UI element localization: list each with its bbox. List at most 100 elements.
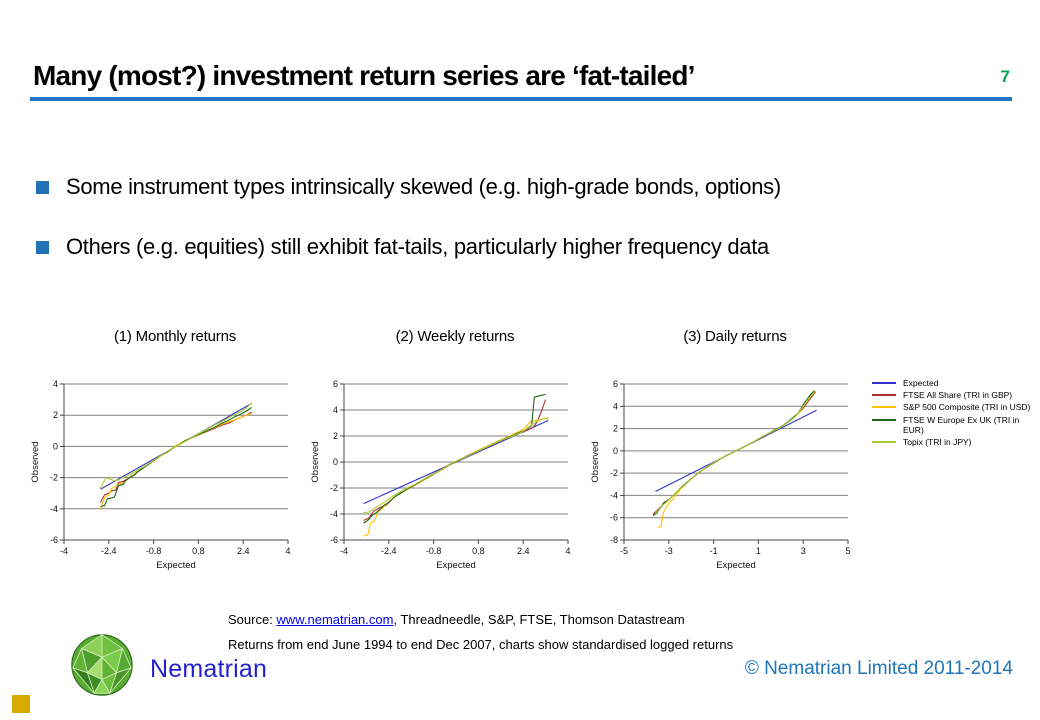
svg-text:2: 2 xyxy=(53,410,58,420)
page-number: 7 xyxy=(1000,67,1010,86)
svg-text:-2: -2 xyxy=(610,468,618,478)
svg-text:4: 4 xyxy=(285,546,290,556)
x-axis-label: Expected xyxy=(716,560,756,571)
svg-text:-3: -3 xyxy=(665,546,673,556)
tick-labels: 6 4 2 0 -2 -4 -6 -8-5 -3 -1 1 3 5 xyxy=(610,379,851,556)
svg-text:5: 5 xyxy=(845,546,850,556)
legend-swatch-icon xyxy=(872,394,896,397)
legend-item: Topix (TRI in JPY) xyxy=(872,437,1034,447)
legend-item: FTSE All Share (TRI in GBP) xyxy=(872,390,1034,400)
svg-text:-8: -8 xyxy=(610,535,618,545)
bullet-square-icon xyxy=(36,241,49,254)
svg-text:-6: -6 xyxy=(610,513,618,523)
svg-text:6: 6 xyxy=(333,379,338,389)
svg-text:0.8: 0.8 xyxy=(192,546,205,556)
source-note: Returns from end June 1994 to end Dec 20… xyxy=(228,637,734,652)
chart-title-monthly: (1) Monthly returns xyxy=(113,328,237,345)
bullet-list: Some instrument types intrinsically skew… xyxy=(36,174,1016,294)
chart-title-weekly: (2) Weekly returns xyxy=(395,328,515,345)
gridlines xyxy=(344,383,568,515)
series-line xyxy=(652,391,816,515)
svg-text:-1: -1 xyxy=(710,546,718,556)
source-suffix: , Threadneedle, S&P, FTSE, Thomson Datas… xyxy=(393,612,685,627)
svg-text:3: 3 xyxy=(801,546,806,556)
svg-text:-4: -4 xyxy=(330,509,338,519)
svg-text:4: 4 xyxy=(565,546,570,556)
bullet-item: Some instrument types intrinsically skew… xyxy=(36,174,1016,200)
svg-text:-6: -6 xyxy=(330,535,338,545)
series-line xyxy=(363,399,547,521)
copyright-text: © Nematrian Limited 2011-2014 xyxy=(744,658,1013,679)
svg-text:4: 4 xyxy=(53,379,58,389)
y-axis-label: Observed xyxy=(310,441,321,482)
gridlines xyxy=(624,383,848,519)
series-line xyxy=(99,413,252,509)
svg-text:0.8: 0.8 xyxy=(472,546,485,556)
corner-square-decoration xyxy=(12,695,30,713)
svg-text:-2.4: -2.4 xyxy=(381,546,397,556)
axes xyxy=(623,384,848,541)
series-line xyxy=(363,393,546,524)
x-axis-label: Expected xyxy=(156,560,196,571)
legend-swatch-icon xyxy=(872,418,896,421)
svg-text:6: 6 xyxy=(613,379,618,389)
series-line xyxy=(657,390,816,529)
series-line xyxy=(652,390,815,516)
svg-text:-0.8: -0.8 xyxy=(146,546,162,556)
tick-marks xyxy=(620,383,849,544)
legend-label: S&P 500 Composite (TRI in USD) xyxy=(903,402,1031,413)
source-text: Source: www.nematrian.com, Threadneedle,… xyxy=(228,612,685,627)
legend-item: FTSE W Europe Ex UK (TRI in EUR) xyxy=(872,415,1034,435)
tick-marks xyxy=(60,383,289,544)
svg-text:2: 2 xyxy=(613,424,618,434)
brand-wordmark: Nematrian xyxy=(150,655,268,683)
bullet-square-icon xyxy=(36,181,49,194)
svg-text:-6: -6 xyxy=(50,535,58,545)
legend-label: FTSE W Europe Ex UK (TRI in EUR) xyxy=(903,414,1020,435)
svg-text:-4: -4 xyxy=(60,546,68,556)
legend-label: Topix (TRI in JPY) xyxy=(903,436,972,447)
legend-item: S&P 500 Composite (TRI in USD) xyxy=(872,402,1034,412)
legend-label: FTSE All Share (TRI in GBP) xyxy=(903,390,1013,401)
svg-text:2.4: 2.4 xyxy=(517,546,530,556)
svg-text:2.4: 2.4 xyxy=(237,546,250,556)
qq-chart-daily: 6 4 2 0 -2 -4 -6 -8-5 -3 -1 1 3 5 Expected Observed xyxy=(590,379,851,571)
svg-text:0: 0 xyxy=(613,446,618,456)
svg-text:4: 4 xyxy=(613,401,618,411)
svg-text:2: 2 xyxy=(333,431,338,441)
svg-text:-4: -4 xyxy=(610,490,618,500)
source-link[interactable]: www.nematrian.com xyxy=(276,612,394,627)
y-axis-label: Observed xyxy=(590,441,601,482)
svg-text:-4: -4 xyxy=(50,504,58,514)
svg-text:-2.4: -2.4 xyxy=(101,546,117,556)
chart-legend: Expected FTSE All Share (TRI in GBP) S&P 5… xyxy=(872,378,1034,449)
title-rule xyxy=(30,97,1012,101)
bullet-item: Others (e.g. equities) still exhibit fat… xyxy=(36,234,1016,260)
page-title: Many (most?) investment return series ar… xyxy=(33,60,695,91)
chart-title-daily: (3) Daily returns xyxy=(683,328,787,345)
svg-text:0: 0 xyxy=(333,457,338,467)
bullet-text: Some instrument types intrinsically skew… xyxy=(66,174,781,199)
tick-marks xyxy=(340,383,569,544)
svg-text:-4: -4 xyxy=(340,546,348,556)
series-line xyxy=(655,391,815,514)
legend-swatch-icon xyxy=(872,382,896,384)
x-axis-label: Expected xyxy=(436,560,476,571)
legend-swatch-icon xyxy=(872,440,896,443)
legend-swatch-icon xyxy=(872,406,896,409)
svg-text:-2: -2 xyxy=(50,473,58,483)
svg-text:0: 0 xyxy=(53,441,58,451)
series-line xyxy=(363,417,549,514)
y-axis-label: Observed xyxy=(30,441,41,482)
svg-text:4: 4 xyxy=(333,405,338,415)
svg-text:-2: -2 xyxy=(330,483,338,493)
svg-text:1: 1 xyxy=(756,546,761,556)
series-line xyxy=(99,411,252,503)
axes xyxy=(63,384,288,541)
nematrian-logo-icon xyxy=(71,634,133,696)
series-line xyxy=(99,402,253,489)
legend-item: Expected xyxy=(872,378,1034,388)
svg-text:-5: -5 xyxy=(620,546,628,556)
